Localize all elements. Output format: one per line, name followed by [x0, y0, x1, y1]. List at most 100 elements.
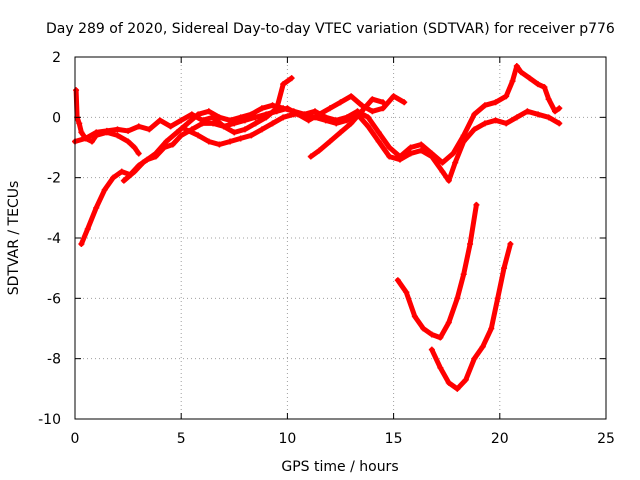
data-point: [78, 241, 85, 248]
x-axis-label: GPS time / hours: [281, 459, 398, 475]
y-tick-label: -6: [47, 291, 61, 307]
data-point: [535, 111, 542, 118]
data-point: [518, 69, 525, 76]
data-point: [524, 108, 531, 115]
y-tick-label: -4: [47, 231, 61, 247]
data-point: [258, 126, 265, 133]
x-tick-label: 5: [177, 431, 186, 447]
data-point: [188, 111, 195, 118]
data-point: [369, 108, 376, 115]
data-point: [210, 120, 217, 127]
data-point: [428, 331, 435, 338]
series-line-track-3: [78, 75, 295, 247]
tick-layer: 0 5 10 15 20 25 -10 -8 -6 -4 -2 0 2: [38, 50, 615, 447]
data-point: [481, 102, 488, 109]
data-point: [526, 75, 533, 82]
data-point: [454, 295, 461, 302]
data-point: [445, 319, 452, 326]
data-point: [326, 138, 333, 145]
data-point: [205, 108, 212, 115]
data-point: [503, 120, 510, 127]
data-point: [452, 159, 459, 166]
data-point: [428, 153, 435, 160]
data-point: [269, 120, 276, 127]
data-point: [503, 93, 510, 100]
data-point: [471, 126, 478, 133]
data-point: [156, 117, 163, 124]
series-line-track-4: [121, 63, 562, 184]
data-point: [369, 96, 376, 103]
data-point: [420, 325, 427, 332]
data-point: [88, 138, 95, 145]
data-point: [379, 105, 386, 112]
data-point: [509, 78, 516, 85]
y-axis-label: SDTVAR / TECUs: [6, 181, 22, 296]
data-point: [316, 147, 323, 154]
data-point: [118, 168, 125, 175]
data-point: [492, 117, 499, 124]
data-point: [552, 108, 559, 115]
data-point: [411, 313, 418, 320]
y-tick-label: 2: [52, 50, 61, 66]
data-point: [84, 225, 91, 232]
data-point: [305, 117, 312, 124]
data-point: [365, 114, 372, 121]
data-point: [437, 334, 444, 341]
data-point: [290, 111, 297, 118]
data-point: [348, 93, 355, 100]
data-point: [252, 120, 259, 127]
x-tick-label: 25: [597, 431, 615, 447]
data-point: [501, 265, 508, 272]
data-point: [471, 111, 478, 118]
data-point: [120, 177, 127, 184]
data-point: [326, 105, 333, 112]
data-point: [403, 289, 410, 296]
data-point: [93, 132, 100, 139]
data-point: [248, 132, 255, 139]
data-point: [462, 376, 469, 383]
data-point: [556, 120, 563, 127]
data-point: [513, 114, 520, 121]
data-point: [220, 123, 227, 130]
data-point: [237, 135, 244, 142]
series-line-track-6: [308, 96, 386, 160]
data-point: [248, 111, 255, 118]
data-point: [131, 168, 138, 175]
data-point: [195, 111, 202, 118]
data-point: [237, 114, 244, 121]
data-point: [135, 123, 142, 130]
data-point: [269, 102, 276, 109]
data-point: [407, 144, 414, 151]
data-point: [280, 105, 287, 112]
data-point: [178, 132, 185, 139]
y-tick-label: 0: [52, 110, 61, 126]
data-point: [103, 129, 110, 136]
data-point: [365, 123, 372, 130]
data-point: [82, 135, 89, 142]
y-tick-label: -8: [47, 352, 61, 368]
data-point: [343, 117, 350, 124]
data-point: [488, 325, 495, 332]
data-point: [467, 241, 474, 248]
data-point: [386, 144, 393, 151]
x-tick-label: 0: [71, 431, 80, 447]
data-point: [481, 120, 488, 127]
data-point: [375, 129, 382, 136]
data-point: [169, 141, 176, 148]
data-point: [216, 114, 223, 121]
data-point: [379, 99, 386, 106]
data-point: [337, 129, 344, 136]
data-point: [401, 99, 408, 106]
data-point: [312, 108, 319, 115]
data-point: [178, 117, 185, 124]
data-point: [184, 120, 191, 127]
data-point: [396, 156, 403, 163]
x-tick-label: 20: [491, 431, 509, 447]
data-point: [348, 120, 355, 127]
data-point: [280, 81, 287, 88]
chart-title: Day 289 of 2020, Sidereal Day-to-day VTE…: [46, 21, 615, 37]
data-point: [460, 138, 467, 145]
data-point: [195, 132, 202, 139]
